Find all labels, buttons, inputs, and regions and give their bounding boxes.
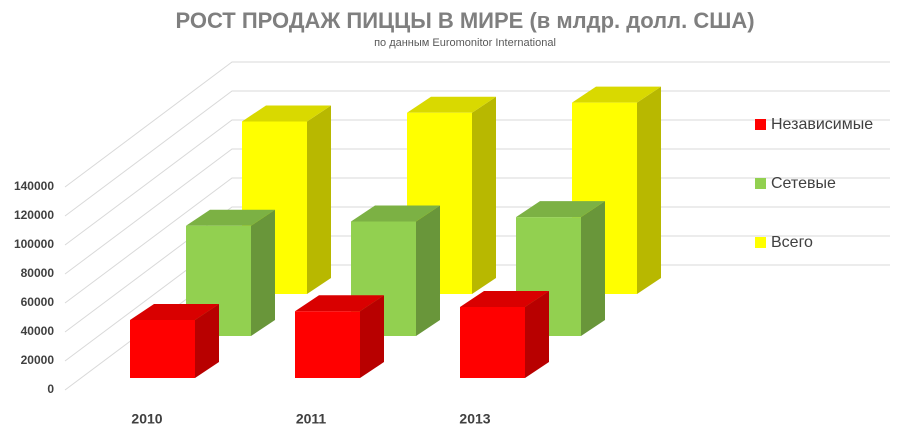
bar-face — [581, 201, 605, 336]
bar-face — [295, 295, 384, 312]
bar-face — [416, 205, 440, 336]
legend-swatch — [755, 178, 766, 189]
bar-face — [460, 306, 525, 378]
chart-title: РОСТ ПРОДАЖ ПИЦЦЫ В МИРЕ (в млдр. долл. … — [175, 8, 754, 33]
y-tick-label: 40000 — [21, 324, 55, 338]
legend-swatch — [755, 119, 766, 130]
bar-face — [195, 304, 219, 378]
grid-line — [64, 177, 890, 304]
chart-subtitle: по данным Euromonitor International — [374, 37, 556, 49]
bar-face — [242, 105, 331, 122]
bar — [295, 295, 384, 378]
y-tick-label: 60000 — [21, 295, 55, 309]
legend-label: Сетевые — [771, 175, 836, 192]
y-tick-label: 80000 — [21, 266, 55, 280]
grid-line — [64, 206, 890, 333]
bar — [130, 304, 219, 378]
bar-face — [251, 209, 275, 336]
y-tick-label: 140000 — [14, 179, 54, 193]
y-tick-label: 20000 — [21, 353, 55, 367]
grid-line — [64, 119, 890, 246]
bar-face — [130, 320, 195, 378]
legend-label: Всего — [771, 234, 813, 251]
bar-face — [130, 304, 219, 320]
legend-label: Независимые — [771, 116, 873, 133]
legend-swatch — [755, 237, 766, 248]
bar-face — [516, 201, 605, 218]
y-tick-label: 120000 — [14, 208, 54, 222]
bar-face — [186, 209, 275, 226]
bar-face — [360, 295, 384, 378]
bar-face — [351, 205, 440, 222]
bar-face — [572, 86, 661, 103]
bar-face — [307, 105, 331, 294]
x-tick-label: 2013 — [459, 411, 490, 427]
x-tick-label: 2010 — [131, 411, 162, 427]
grid-line — [64, 90, 890, 217]
bar-face — [460, 290, 549, 307]
bar-face — [525, 290, 549, 378]
bar-face — [407, 96, 496, 113]
bar-face — [637, 86, 661, 294]
bar — [460, 290, 549, 378]
x-tick-label: 2011 — [296, 411, 327, 427]
grid-line — [64, 148, 890, 275]
bar-face — [295, 311, 360, 378]
y-tick-label: 100000 — [14, 237, 54, 251]
y-tick-label: 0 — [47, 382, 54, 396]
grid-line — [64, 61, 890, 188]
bar-face — [472, 96, 496, 294]
